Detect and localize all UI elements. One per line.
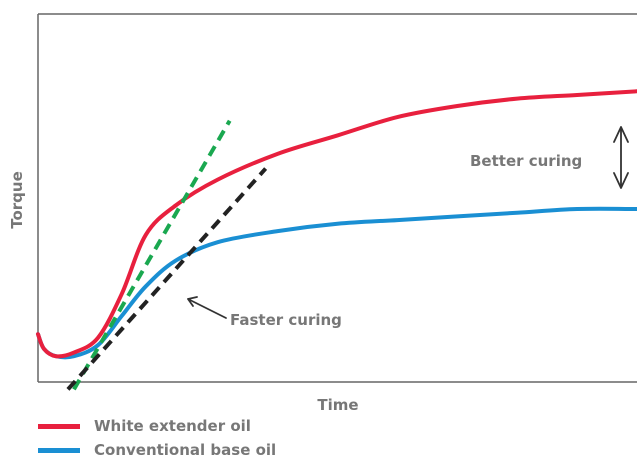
better-curing-label: Better curing: [470, 152, 582, 170]
better-curing-arrow: [613, 126, 629, 189]
tangent-lines: [66, 119, 268, 391]
annotation-marks: [187, 126, 629, 319]
tangent-line-black: [66, 167, 268, 391]
legend-swatch-conventional-base-oil: [38, 448, 80, 453]
axes: [37, 13, 637, 383]
legend-swatch-white-extender-oil: [38, 424, 80, 429]
legend-label-white-extender-oil: White extender oil: [94, 417, 251, 435]
faster-curing-label: Faster curing: [230, 311, 342, 329]
x-axis-label: Time: [317, 396, 358, 414]
y-axis-label: Torque: [8, 171, 26, 229]
legend-label-conventional-base-oil: Conventional base oil: [94, 441, 277, 459]
faster-curing-arrow: [187, 296, 227, 319]
tangent-line-green: [72, 119, 232, 391]
series-line-white-extender-oil: [36, 89, 637, 359]
